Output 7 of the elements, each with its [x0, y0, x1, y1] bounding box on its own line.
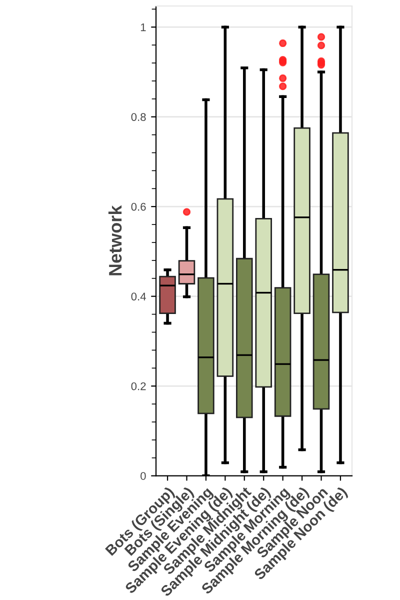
y-tick-label: 0.2 — [131, 382, 146, 390]
y-tick-label: 0 — [140, 472, 146, 480]
y-axis-title: Network — [108, 205, 122, 276]
y-tick-label: 0.4 — [131, 292, 146, 300]
y-tick-label: 0.8 — [131, 113, 146, 121]
y-tick-label: 0.6 — [131, 202, 146, 211]
y-tick-label: 1 — [140, 23, 146, 32]
